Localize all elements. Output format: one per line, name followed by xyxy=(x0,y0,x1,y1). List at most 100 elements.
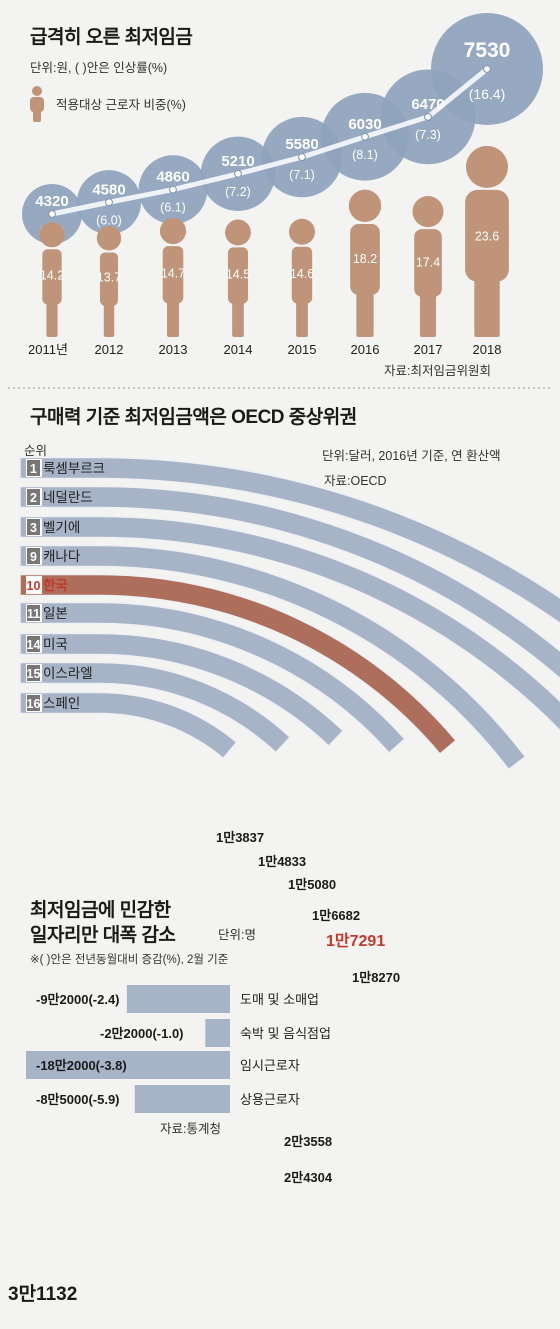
rank-number: 11 xyxy=(27,607,40,621)
worker-share-figure: 14.5 2014 xyxy=(224,219,253,357)
share-label: 14.6 xyxy=(290,267,314,281)
rank-number: 16 xyxy=(27,697,41,711)
job-value-label: -2만2000(-1.0) xyxy=(100,1026,184,1041)
year-label: 2015 xyxy=(288,342,317,357)
wage-line xyxy=(49,66,490,217)
share-label: 17.4 xyxy=(416,255,440,269)
ring-bar-2 xyxy=(19,485,560,680)
rate-label: (7.2) xyxy=(225,185,251,199)
job-category-label: 임시근로자 xyxy=(240,1058,300,1073)
wage-point xyxy=(234,169,242,178)
worker-body xyxy=(350,224,380,295)
job-bar xyxy=(205,1019,230,1047)
wage-label: 5210 xyxy=(221,153,254,170)
worker-share-figure: 14.6 2015 xyxy=(288,218,317,357)
section2-source: 자료:OECD xyxy=(324,474,387,488)
ring-value-label: 1만8270 xyxy=(352,970,400,985)
ring-bar-3 xyxy=(19,515,560,732)
rank-number: 3 xyxy=(30,521,37,535)
worker-body xyxy=(227,247,249,304)
job-value-label: -9만2000(-2.4) xyxy=(36,992,120,1007)
rank-box xyxy=(27,489,40,505)
wage-point xyxy=(298,153,306,161)
country-label: 이스라엘 xyxy=(43,666,93,681)
worker-legs xyxy=(46,300,58,337)
rank-box xyxy=(27,665,40,681)
ring-value-label: 1만3837 xyxy=(216,830,264,845)
share-label: 14.5 xyxy=(226,267,250,281)
section2-unit-note: 단위:달러, 2016년 기준, 연 환산액 xyxy=(322,449,501,463)
section2-title: 구매력 기준 최저임금액은 OECD 중상위권 xyxy=(30,407,357,428)
year-label: 2013 xyxy=(159,342,188,357)
worker-head xyxy=(96,226,122,251)
worker-body xyxy=(42,249,62,305)
job-value-label: -8만5000(-5.9) xyxy=(36,1092,120,1107)
wage-point xyxy=(424,112,432,121)
worker-legs xyxy=(419,292,437,337)
job-bar xyxy=(26,1051,230,1079)
ring-bar-8 xyxy=(19,661,292,754)
worker-legs xyxy=(474,277,500,337)
rank-box xyxy=(27,460,40,476)
job-bar xyxy=(126,985,230,1013)
rate-label: (8.1) xyxy=(352,148,378,162)
rank-number: 15 xyxy=(27,667,41,681)
country-label: 벨기에 xyxy=(43,520,80,535)
legend-person-icon xyxy=(30,86,44,122)
wage-label: 4580 xyxy=(92,181,125,198)
rank-number: 10 xyxy=(27,579,41,593)
worker-share-figure: 13.7 2012 xyxy=(95,226,124,357)
worker-head xyxy=(465,145,509,188)
ring-value-label: 1만4833 xyxy=(258,854,306,869)
wage-point xyxy=(105,198,113,207)
worker-head xyxy=(412,196,444,228)
wage-label: 6470 xyxy=(411,96,444,113)
worker-legs xyxy=(356,290,374,337)
ring-bar-4 xyxy=(19,544,527,771)
worker-head xyxy=(159,217,187,245)
arc-bars-layer xyxy=(19,456,560,771)
section1-source: 자료:최저임금위원회 xyxy=(384,364,491,378)
job-category-label: 상용근로자 xyxy=(240,1092,300,1107)
year-label: 2014 xyxy=(224,342,253,357)
worker-legs xyxy=(103,301,115,337)
section1-title: 급격히 오른 최저임금 xyxy=(30,27,193,48)
rank-box xyxy=(27,519,40,535)
ring-value-label: 2만4304 xyxy=(284,1170,333,1185)
year-label: 2012 xyxy=(95,342,124,357)
rate-label: (7.3) xyxy=(415,128,441,142)
job-bar xyxy=(134,1085,230,1113)
job-value-label: -18만2000(-3.8) xyxy=(36,1058,127,1073)
ring-bar-5 xyxy=(19,573,458,756)
wage-chart-layer: 4320(5.1)4580(6.0)4860(6.1)5210(7.2)5580… xyxy=(22,13,543,357)
rank-number: 2 xyxy=(30,491,37,505)
rate-label: (6.0) xyxy=(96,213,122,227)
wage-point xyxy=(483,65,491,73)
ring-value-label: 2만3558 xyxy=(284,1134,332,1149)
worker-body xyxy=(291,246,313,304)
country-label: 네덜란드 xyxy=(43,490,93,505)
ring-value-label: 3만1132 xyxy=(8,1283,77,1305)
wage-point xyxy=(48,210,56,218)
rank-number: 14 xyxy=(27,638,41,652)
rank-box xyxy=(27,605,40,621)
country-label: 룩셈부르크 xyxy=(43,461,105,476)
year-label: 2018 xyxy=(473,342,502,357)
worker-head xyxy=(288,218,316,245)
ring-bar-1 xyxy=(19,456,560,625)
rank-box xyxy=(27,577,40,593)
year-label: 2011년 xyxy=(28,342,68,357)
country-label: 스페인 xyxy=(43,696,80,711)
section1-legend-label: 적용대상 근로자 비중(%) xyxy=(56,98,186,112)
rank-box xyxy=(27,695,40,711)
ring-bar-7 xyxy=(19,632,345,748)
ring-value-label: 1만5080 xyxy=(288,877,336,892)
ring-value-label: 1만7291 xyxy=(326,932,385,950)
country-label: 미국 xyxy=(43,637,68,652)
worker-head xyxy=(348,189,382,223)
legend-person-head xyxy=(32,86,42,96)
year-label: 2017 xyxy=(414,342,443,357)
share-label: 23.6 xyxy=(475,229,499,243)
share-label: 14.7 xyxy=(161,267,185,281)
